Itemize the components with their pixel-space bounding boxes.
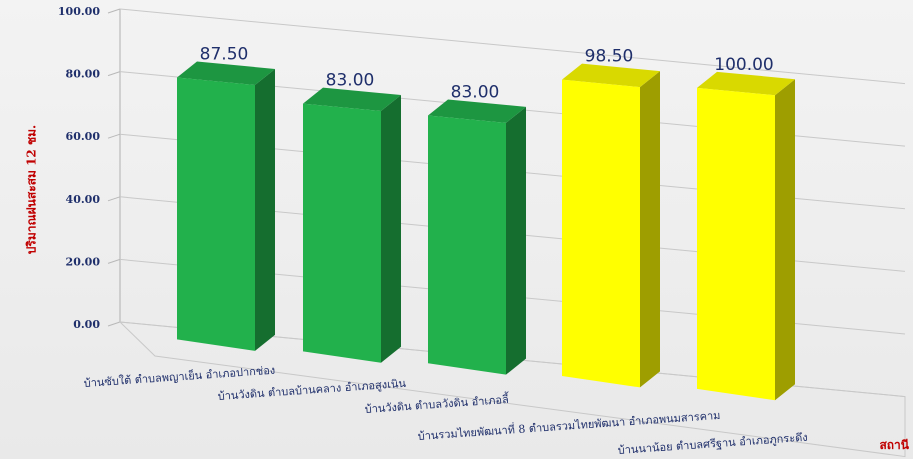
category-label: บ้านรวมไทยพัฒนาที่ 8 ตำบลรวมไทยพัฒนา อำเ…	[417, 407, 721, 443]
x-axis-label: สถานี	[879, 438, 909, 452]
bar-side	[255, 68, 275, 351]
category-label: บ้านวังดิน ตำบลวังดิน อำเภอลี้	[364, 391, 510, 416]
value-label: 87.50	[200, 45, 249, 65]
value-label: 98.50	[585, 47, 634, 67]
tick-mark	[107, 8, 121, 14]
bar-2: 83.00	[303, 71, 401, 363]
category-label: บ้านวังดิน ตำบลบ้านคลาง อำเภอสูงเนิน	[217, 377, 406, 403]
tick-mark	[107, 133, 121, 139]
bar-side	[640, 71, 660, 388]
y-tick-label: 80.00	[66, 68, 101, 81]
y-tick-label: 20.00	[66, 255, 101, 268]
bar-3: 83.00	[428, 82, 526, 375]
y-tick-label: 0.00	[73, 318, 100, 331]
bar-top	[303, 87, 401, 112]
gridline	[119, 8, 906, 85]
bar-front	[562, 79, 640, 388]
bar-side	[381, 95, 401, 363]
tick-mark	[107, 71, 121, 77]
y-tick-label: 40.00	[66, 193, 101, 206]
bar-side	[775, 79, 795, 401]
category-label: บ้านนาน้อย ตำบลศรีฐาน อำเภอภูกระดึง	[617, 431, 808, 457]
bar-front	[303, 103, 381, 363]
bar-top	[428, 99, 526, 123]
value-label: 83.00	[451, 82, 500, 102]
y-tick-label: 60.00	[66, 130, 101, 143]
bar-4: 98.50	[562, 47, 660, 388]
y-axis-label: ปริมาณฝนสะสม 12 ชม.	[24, 124, 39, 255]
bar-top	[562, 63, 660, 88]
bar-side	[506, 106, 526, 375]
value-label: 83.00	[326, 71, 375, 91]
bars: 87.50 83.00 83.00 98.50 100.00	[177, 45, 795, 401]
bar-top	[697, 71, 795, 96]
tick-mark	[107, 196, 121, 202]
bar-front	[697, 87, 775, 401]
value-label: 100.00	[714, 55, 773, 75]
bar-5: 100.00	[697, 55, 795, 401]
tick-mark	[107, 321, 121, 327]
y-tick-label: 100.00	[58, 5, 100, 18]
bar-top	[177, 61, 275, 85]
tick-mark	[107, 258, 121, 264]
bar-front	[177, 77, 255, 351]
y-tick-labels: 0.00 20.00 40.00 60.00 80.00 100.00	[58, 5, 100, 331]
category-label: บ้านซับใต้ ตำบลพญาเย็น อำเภอปากช่อง	[83, 363, 275, 390]
bar-1: 87.50	[177, 45, 275, 351]
bar-front	[428, 115, 506, 375]
